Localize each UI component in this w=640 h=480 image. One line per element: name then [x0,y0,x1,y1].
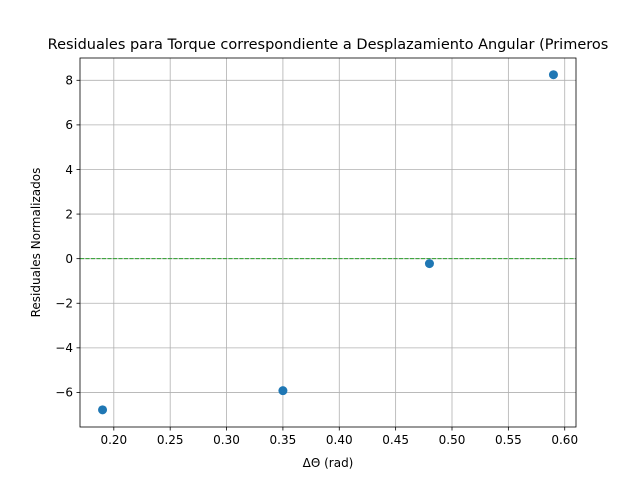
x-tick-label: 0.45 [382,433,409,447]
x-tick-label: 0.25 [157,433,184,447]
x-tick-label: 0.35 [270,433,297,447]
y-axis-ticks: −6 −4 −2 0 2 4 6 8 [55,74,80,400]
x-tick-label: 0.55 [495,433,522,447]
y-tick-label: 6 [65,118,73,132]
grid [80,58,576,427]
y-tick-label: 4 [65,163,73,177]
x-axis-ticks: 0.20 0.25 0.30 0.35 0.40 0.45 0.50 0.55 0.60 [100,427,578,447]
plot-area-frame [79,57,577,428]
x-tick-label: 0.60 [551,433,578,447]
data-points [98,70,558,415]
y-axis-label: Residuales Normalizados [29,168,43,318]
x-tick-label: 0.20 [100,433,127,447]
data-point [548,70,558,80]
x-tick-label: 0.40 [326,433,353,447]
data-point [278,386,288,396]
x-tick-label: 0.30 [213,433,240,447]
x-tick-label: 0.50 [439,433,466,447]
y-tick-label: 8 [65,74,73,88]
y-tick-label: −6 [55,386,73,400]
chart-title: Residuales para Torque correspondiente a… [48,37,609,53]
y-tick-label: −2 [55,297,73,311]
x-axis-label: ΔΘ (rad) [303,456,354,470]
data-point [424,259,434,269]
y-tick-label: 0 [65,252,73,266]
data-point [98,405,108,415]
y-tick-label: 2 [65,207,73,221]
y-tick-label: −4 [55,341,73,355]
